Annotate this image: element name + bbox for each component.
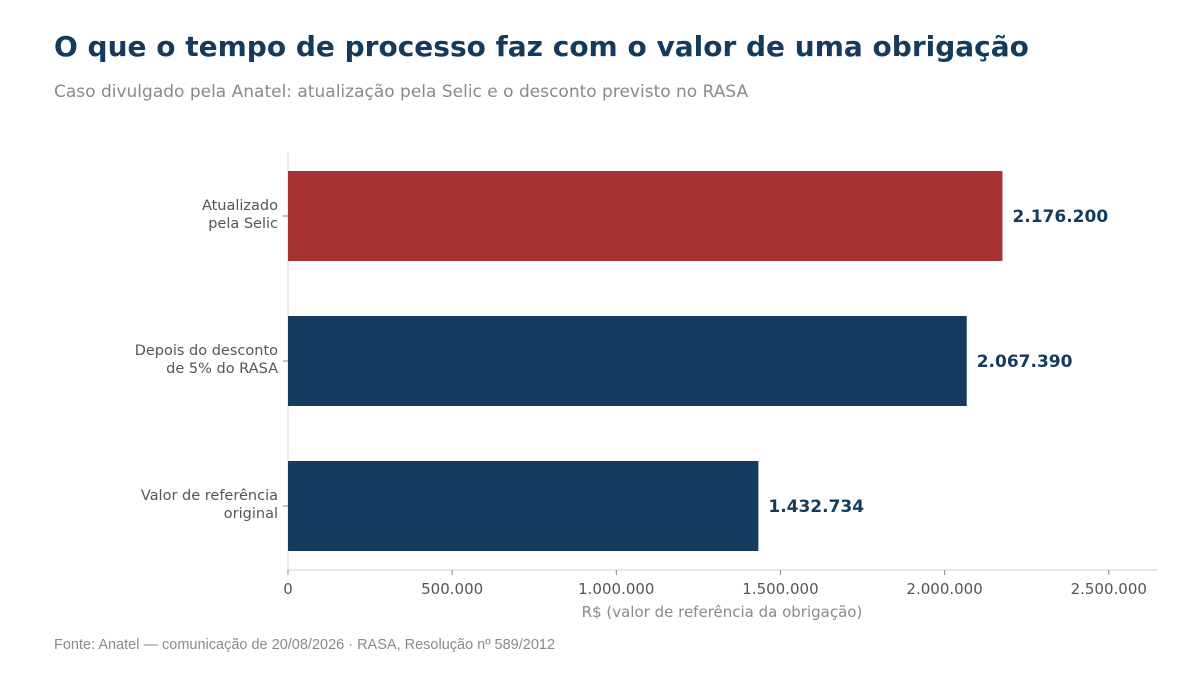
data-label: 2.067.390 [977, 352, 1073, 372]
bar [288, 171, 1003, 261]
data-label: 1.432.734 [768, 497, 864, 517]
bar [288, 316, 967, 406]
x-tick-label: 500.000 [421, 580, 483, 598]
y-tick-label: Atualizado pela Selic [202, 198, 278, 232]
chart-subtitle: Caso divulgado pela Anatel: atualização … [54, 82, 749, 102]
y-tick-label: Depois do desconto de 5% do RASA [135, 343, 278, 377]
bar [288, 461, 759, 551]
chart-title: O que o tempo de processo faz com o valo… [54, 30, 1029, 63]
x-tick-label: 2.500.000 [1071, 580, 1147, 598]
x-tick-label: 1.500.000 [742, 580, 818, 598]
source-note: Fonte: Anatel — comunicação de 20/08/202… [54, 637, 556, 653]
x-tick-label: 0 [283, 580, 293, 598]
x-axis-label: R$ (valor de referência da obrigação) [582, 603, 863, 621]
x-tick-label: 1.000.000 [578, 580, 654, 598]
chart-bars [288, 171, 1003, 551]
chart-labels: Atualizado pela Selic 2.176.200 Depois do d… [135, 198, 1109, 522]
x-tick-label: 2.000.000 [906, 580, 982, 598]
data-label: 2.176.200 [1012, 207, 1108, 227]
y-tick-label: Valor de referência original [141, 488, 278, 522]
